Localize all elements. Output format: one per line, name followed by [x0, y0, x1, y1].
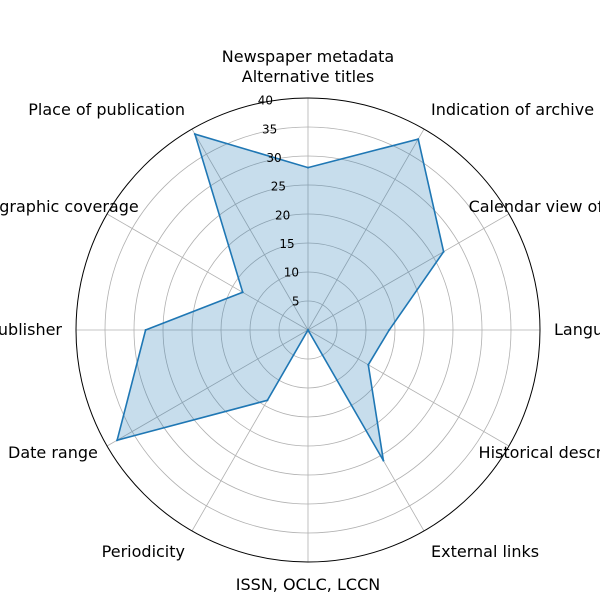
- category-label-place-of-publication: Place of publication: [28, 100, 185, 119]
- grid-spoke-3: [307, 213, 510, 331]
- data-point-indication-of-archive-holder: [417, 138, 420, 141]
- category-label-language: Language: [554, 320, 600, 339]
- series-fill-1: [117, 134, 444, 461]
- category-label-issn-oclc-lccn: ISSN, OCLC, LCCN: [236, 575, 380, 594]
- data-point-place-of-publication: [193, 133, 196, 136]
- radial-tick-label-2: 10: [284, 266, 299, 280]
- data-point-external-links: [382, 459, 385, 462]
- category-label-external-links: External links: [431, 542, 539, 561]
- data-point-geographic-coverage: [241, 291, 244, 294]
- data-point-publisher: [144, 329, 147, 331]
- data-point-language: [388, 329, 391, 331]
- radial-tick-label-8: 40: [258, 94, 273, 108]
- category-label-indication-of-archive-holder: Indication of archive holder: [431, 100, 600, 119]
- category-label-historical-description: Historical description: [479, 443, 600, 462]
- radial-tick-label-4: 20: [275, 208, 290, 222]
- radial-tick-label-1: 5: [292, 294, 300, 308]
- category-label-calendar-view-of-issues: Calendar view of issues: [469, 197, 600, 216]
- data-point-periodicity: [266, 399, 269, 402]
- data-point-date-range: [116, 439, 119, 442]
- category-label-alternative-titles: Alternative titles: [242, 67, 374, 86]
- category-label-publisher: Publisher: [0, 320, 62, 339]
- radial-tick-label-5: 25: [271, 180, 286, 194]
- series-group: [116, 132, 445, 462]
- category-labels: Alternative titles Indication of archive …: [0, 67, 600, 594]
- polar-frame: [75, 97, 541, 563]
- radial-tick-labels: 5 10 15 20 25 30 35 40: [258, 94, 300, 309]
- category-label-date-range: Date range: [8, 443, 98, 462]
- grid-spoke-11: [106, 213, 309, 331]
- radial-tick-label-6: 30: [266, 151, 281, 165]
- category-label-geographic-coverage: Geographic coverage: [0, 197, 139, 216]
- data-point-alternative-titles: [307, 166, 309, 169]
- grid-spoke-12: [191, 128, 309, 331]
- grid-spoke-2: [307, 128, 425, 331]
- polar-grid: [75, 97, 541, 563]
- grid-spoke-9: [106, 329, 309, 447]
- radial-tick-label-7: 35: [262, 122, 277, 136]
- data-point-issn-oclc-lccn: [307, 329, 309, 331]
- category-label-periodicity: Periodicity: [102, 542, 185, 561]
- data-point-historical-description: [367, 363, 370, 366]
- data-point-calendar-view-of-issues: [442, 250, 445, 253]
- radial-tick-label-3: 15: [279, 237, 294, 251]
- chart-title: Newspaper metadata: [222, 47, 394, 66]
- grid-spoke-5: [307, 329, 510, 447]
